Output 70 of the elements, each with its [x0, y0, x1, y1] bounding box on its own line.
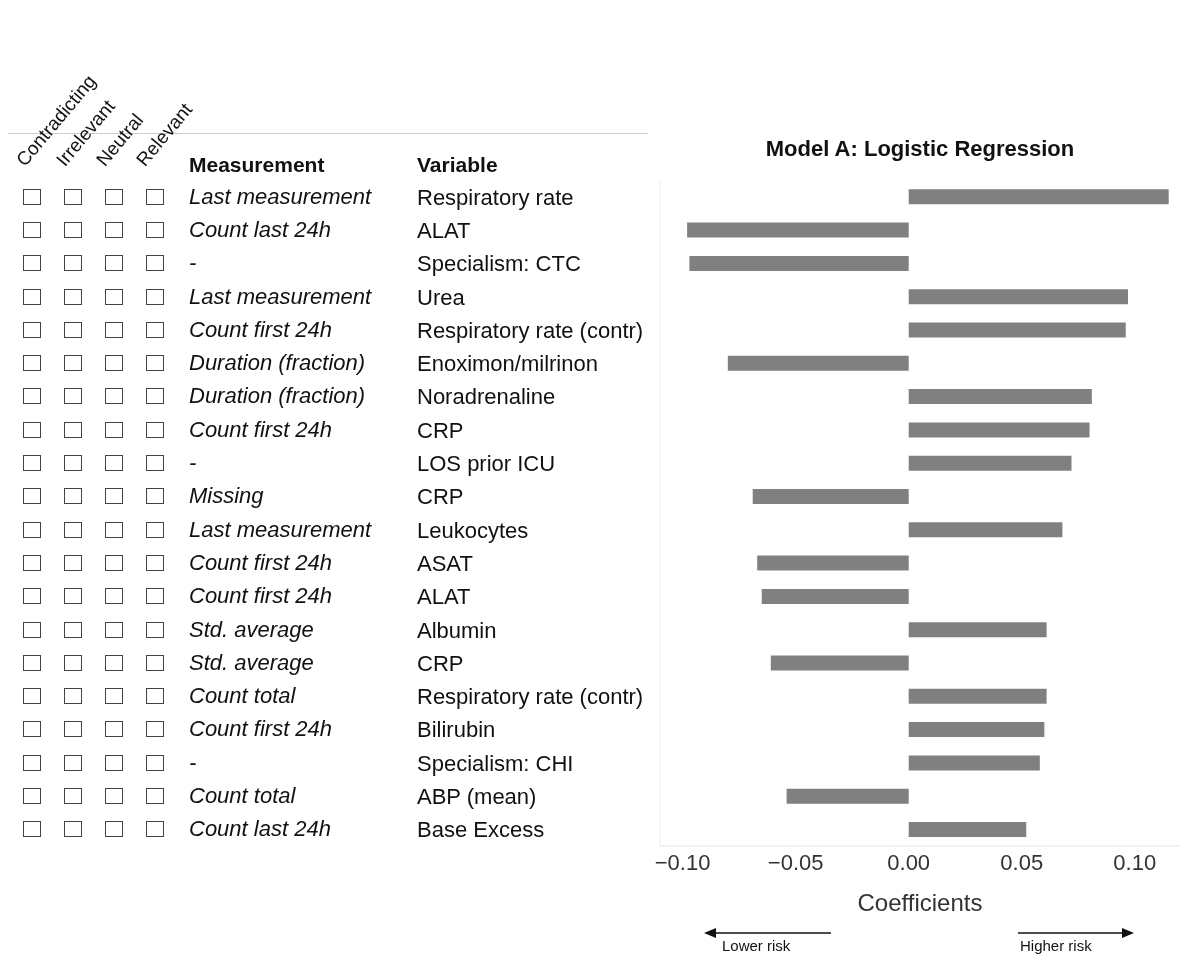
bar [908, 722, 1045, 738]
text: Count total [189, 683, 296, 710]
y-tick-label: ABP (mean) [417, 784, 537, 810]
bar [908, 522, 1063, 538]
y-tick-label: Enoximon/milrinon [417, 351, 598, 377]
bar [908, 455, 1072, 471]
y-tick-label: CRP [417, 484, 464, 510]
text: Higher risk [1020, 937, 1092, 954]
x-tick-label: 0.05 [1000, 849, 1044, 875]
x-tick-label: −0.10 [654, 849, 711, 875]
x-axis-title: Coefficients [857, 889, 983, 916]
y-tick-label: Respiratory rate [417, 184, 574, 210]
y-tick-label: ALAT [417, 584, 471, 610]
y-tick-label: Bilirubin [417, 717, 496, 743]
y-tick-label: CRP [417, 417, 464, 443]
x-tick-label: −0.05 [767, 849, 824, 875]
bar [908, 389, 1092, 405]
text: Std. average [189, 616, 314, 643]
text: Last measurement [189, 183, 372, 210]
text: Lower risk [722, 937, 791, 954]
text: Duration (fraction) [189, 350, 366, 377]
text: Last measurement [189, 516, 372, 543]
bar [908, 688, 1047, 704]
text: Count first 24h [189, 549, 333, 576]
x-tick-label: 0.00 [887, 849, 931, 875]
text: Count first 24h [189, 583, 333, 610]
text: - [189, 749, 197, 776]
text: - [189, 250, 197, 277]
bar [908, 189, 1169, 205]
bar [689, 255, 909, 271]
bar [908, 289, 1128, 305]
y-tick-label: Respiratory rate (contr) [417, 684, 644, 710]
bar [908, 422, 1090, 438]
y-tick-label: Specialism: CTC [417, 251, 581, 277]
y-tick-label: Leukocytes [417, 517, 529, 543]
bar [757, 555, 909, 571]
y-tick-label: CRP [417, 650, 464, 676]
y-tick-label: Urea [417, 284, 466, 310]
text: Count first 24h [189, 716, 333, 743]
y-tick-label: ALAT [417, 217, 471, 243]
y-tick-label: Noradrenaline [417, 384, 556, 410]
text: Count last 24h [189, 816, 331, 843]
bar [908, 622, 1047, 638]
bar [727, 355, 909, 371]
y-axis-title: Variable [417, 152, 498, 178]
chart-title: Model A: Logistic Regression [764, 136, 1076, 162]
text: Count first 24h [189, 416, 333, 443]
bar [908, 322, 1126, 338]
text: - [189, 450, 197, 477]
text: Missing [189, 483, 264, 510]
y-tick-label: LOS prior ICU [417, 451, 556, 477]
x-tick-label: 0.10 [1113, 849, 1157, 875]
bar [770, 655, 909, 671]
bar [687, 222, 909, 238]
y-tick-label: Albumin [417, 617, 497, 643]
bar [752, 489, 909, 505]
bar [761, 588, 909, 604]
text: Duration (fraction) [189, 383, 366, 410]
y-tick-label: ASAT [417, 550, 473, 576]
bar [908, 822, 1027, 838]
y-tick-label: Base Excess [417, 817, 545, 843]
y-tick-label: Respiratory rate (contr) [417, 317, 644, 343]
text: Last measurement [189, 283, 372, 310]
text: Count total [189, 783, 296, 810]
bar [786, 788, 909, 804]
bar [908, 755, 1040, 771]
text: Std. average [189, 649, 314, 676]
text: Count first 24h [189, 316, 333, 343]
text: Count last 24h [189, 216, 331, 243]
y-tick-label: Specialism: CHI [417, 750, 574, 776]
